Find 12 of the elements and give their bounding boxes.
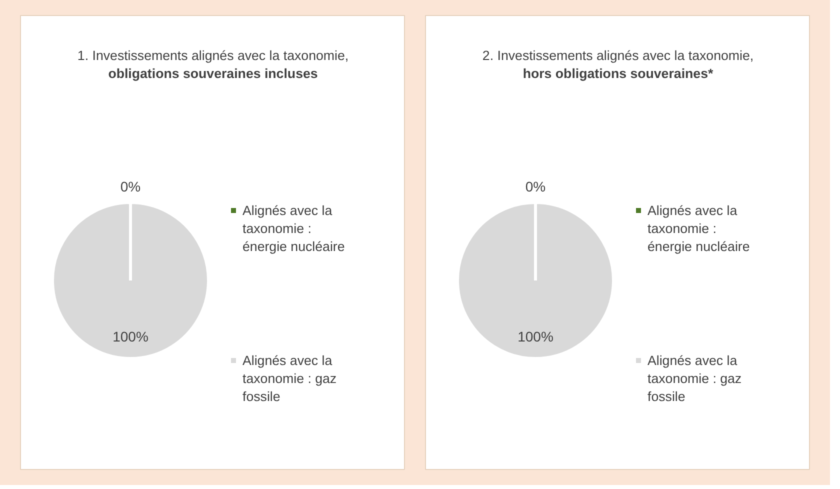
text: 0% (525, 178, 546, 194)
chart-subtitle: hors obligations souveraines* (522, 66, 714, 81)
legend-label: Alignés avec la taxonomie : gaz fossile (648, 353, 742, 404)
legend-label: Alignés avec la taxonomie : énergie nucléaire (648, 203, 750, 254)
chart-title: 1. Investissements alignés avec la taxonomie, (77, 48, 349, 63)
data-label: 100% (112, 328, 148, 345)
chart-subtitle: obligations souveraines incluses (108, 66, 318, 81)
legend-label: Alignés avec la taxonomie : énergie nucléaire (242, 203, 345, 254)
legend-label: Alignés avec la taxonomie : gaz fossile (242, 353, 337, 404)
data-label: 100% (518, 328, 554, 345)
text: 0% (120, 178, 141, 194)
chart-title: 2. Investissements alignés avec la taxonomie, (482, 48, 754, 63)
